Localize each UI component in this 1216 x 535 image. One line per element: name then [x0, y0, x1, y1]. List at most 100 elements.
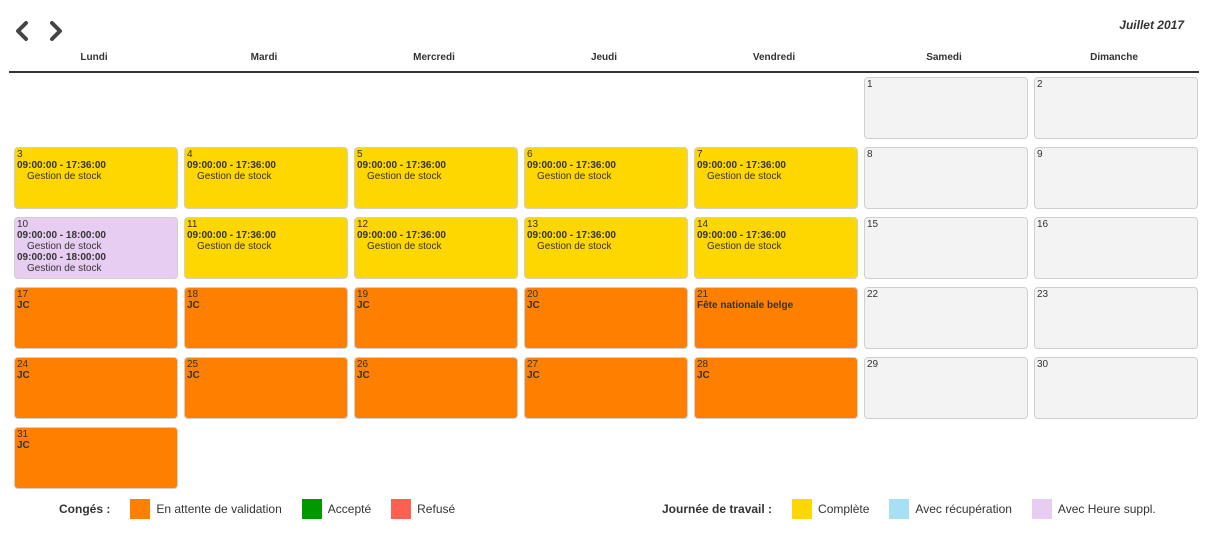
- day-cell-27[interactable]: 27 JC: [524, 357, 688, 419]
- day-cell-25[interactable]: 25 JC: [184, 357, 348, 419]
- day-cell-21[interactable]: 21 Fête nationale belge: [694, 287, 858, 349]
- accepted-swatch: [301, 499, 322, 519]
- day-number: 30: [1037, 359, 1049, 370]
- weekday-thursday: Jeudi: [590, 52, 618, 63]
- day-number: 11: [187, 219, 198, 230]
- day-cell-9[interactable]: 9: [1034, 147, 1198, 209]
- day-cell-15[interactable]: 15: [864, 217, 1028, 279]
- day-cell-23[interactable]: 23: [1034, 287, 1198, 349]
- day-cell-20[interactable]: 20 JC: [524, 287, 688, 349]
- leave-label: JC: [357, 370, 370, 381]
- legend-item-accepted: Accepté: [301, 499, 372, 519]
- leave-legend-title: Congés :: [59, 502, 111, 516]
- day-cell-5[interactable]: 5 09:00:00 - 17:36:00 Gestion de stock: [354, 147, 518, 209]
- weekday-wednesday: Mercredi: [413, 52, 455, 63]
- shift-time: 09:00:00 - 17:36:00: [527, 230, 616, 241]
- day-cell-2[interactable]: 2: [1034, 77, 1198, 139]
- day-number: 1: [867, 79, 873, 90]
- day-number: 9: [1037, 149, 1043, 160]
- shift-task: Gestion de stock: [27, 241, 102, 252]
- shift-task: Gestion de stock: [27, 263, 102, 274]
- day-cell-30[interactable]: 30: [1034, 357, 1198, 419]
- day-cell-8[interactable]: 8: [864, 147, 1028, 209]
- shift-task: Gestion de stock: [27, 171, 102, 182]
- day-number: 4: [187, 149, 193, 160]
- leave-legend: Congés : En attente de validation Accept…: [59, 499, 475, 519]
- leave-label: JC: [187, 370, 200, 381]
- day-cell-18[interactable]: 18 JC: [184, 287, 348, 349]
- pending-swatch: [130, 499, 151, 519]
- legend-label: Avec récupération: [915, 502, 1012, 516]
- leave-label: JC: [17, 370, 30, 381]
- day-cell-3[interactable]: 3 09:00:00 - 17:36:00 Gestion de stock: [14, 147, 178, 209]
- shift-time: 09:00:00 - 17:36:00: [17, 160, 106, 171]
- day-cell-14[interactable]: 14 09:00:00 - 17:36:00 Gestion de stock: [694, 217, 858, 279]
- day-cell-11[interactable]: 11 09:00:00 - 17:36:00 Gestion de stock: [184, 217, 348, 279]
- legend-item-overtime: Avec Heure suppl.: [1031, 499, 1156, 519]
- recovery-swatch: [889, 499, 910, 519]
- day-cell-10[interactable]: 10 09:00:00 - 18:00:00 Gestion de stock 09:…: [14, 217, 178, 279]
- day-number: 13: [527, 219, 539, 230]
- shift-task: Gestion de stock: [367, 241, 442, 252]
- day-cell-26[interactable]: 26 JC: [354, 357, 518, 419]
- legend-label: Avec Heure suppl.: [1057, 502, 1156, 516]
- day-cell-29[interactable]: 29: [864, 357, 1028, 419]
- day-cell-16[interactable]: 16: [1034, 217, 1198, 279]
- leave-label: JC: [17, 440, 30, 451]
- day-cell-6[interactable]: 6 09:00:00 - 17:36:00 Gestion de stock: [524, 147, 688, 209]
- workday-legend-title: Journée de travail :: [662, 502, 773, 516]
- day-number: 26: [357, 359, 369, 370]
- day-cell-7[interactable]: 7 09:00:00 - 17:36:00 Gestion de stock: [694, 147, 858, 209]
- leave-label: JC: [527, 300, 540, 311]
- day-number: 14: [697, 219, 709, 230]
- day-number: 18: [187, 289, 199, 300]
- leave-label: JC: [357, 300, 370, 311]
- weekday-tuesday: Mardi: [250, 52, 278, 63]
- refused-swatch: [391, 499, 412, 519]
- day-number: 17: [17, 289, 29, 300]
- day-number: 22: [867, 289, 879, 300]
- shift-time: 09:00:00 - 18:00:00: [17, 252, 106, 263]
- leave-label: JC: [697, 370, 710, 381]
- legend-item-refused: Refusé: [391, 499, 455, 519]
- next-month-button[interactable]: [46, 18, 66, 44]
- legend-item-pending: En attente de validation: [130, 499, 282, 519]
- month-navigation: [12, 18, 66, 44]
- chevron-right-icon: [50, 21, 62, 41]
- day-number: 21: [697, 289, 709, 300]
- shift-time: 09:00:00 - 17:36:00: [187, 160, 276, 171]
- legend-label: Accepté: [327, 502, 372, 516]
- shift-time: 09:00:00 - 17:36:00: [357, 160, 446, 171]
- shift-time: 09:00:00 - 17:36:00: [697, 230, 786, 241]
- day-number: 28: [697, 359, 709, 370]
- day-number: 24: [17, 359, 29, 370]
- shift-time: 09:00:00 - 17:36:00: [357, 230, 446, 241]
- weekday-saturday: Samedi: [926, 52, 962, 63]
- day-number: 15: [867, 219, 879, 230]
- chevron-left-icon: [16, 21, 28, 41]
- day-cell-13[interactable]: 13 09:00:00 - 17:36:00 Gestion de stock: [524, 217, 688, 279]
- day-number: 16: [1037, 219, 1049, 230]
- workday-legend: Journée de travail : Complète Avec récup…: [662, 499, 1176, 519]
- day-cell-12[interactable]: 12 09:00:00 - 17:36:00 Gestion de stock: [354, 217, 518, 279]
- day-number: 23: [1037, 289, 1049, 300]
- day-cell-28[interactable]: 28 JC: [694, 357, 858, 419]
- day-cell-19[interactable]: 19 JC: [354, 287, 518, 349]
- shift-time: 09:00:00 - 18:00:00: [17, 230, 106, 241]
- day-number: 2: [1037, 79, 1043, 90]
- day-cell-17[interactable]: 17 JC: [14, 287, 178, 349]
- leave-label: JC: [187, 300, 200, 311]
- day-cell-24[interactable]: 24 JC: [14, 357, 178, 419]
- day-cell-1[interactable]: 1: [864, 77, 1028, 139]
- day-number: 6: [527, 149, 533, 160]
- legend-label: Complète: [818, 502, 870, 516]
- day-cell-22[interactable]: 22: [864, 287, 1028, 349]
- day-number: 29: [867, 359, 879, 370]
- weekday-header: Lundi Mardi Mercredi Jeudi Vendredi Same…: [9, 52, 1199, 73]
- day-cell-31[interactable]: 31 JC: [14, 427, 178, 489]
- leave-label: JC: [17, 300, 30, 311]
- complete-swatch: [792, 499, 813, 519]
- leave-label: JC: [527, 370, 540, 381]
- previous-month-button[interactable]: [12, 18, 32, 44]
- day-cell-4[interactable]: 4 09:00:00 - 17:36:00 Gestion de stock: [184, 147, 348, 209]
